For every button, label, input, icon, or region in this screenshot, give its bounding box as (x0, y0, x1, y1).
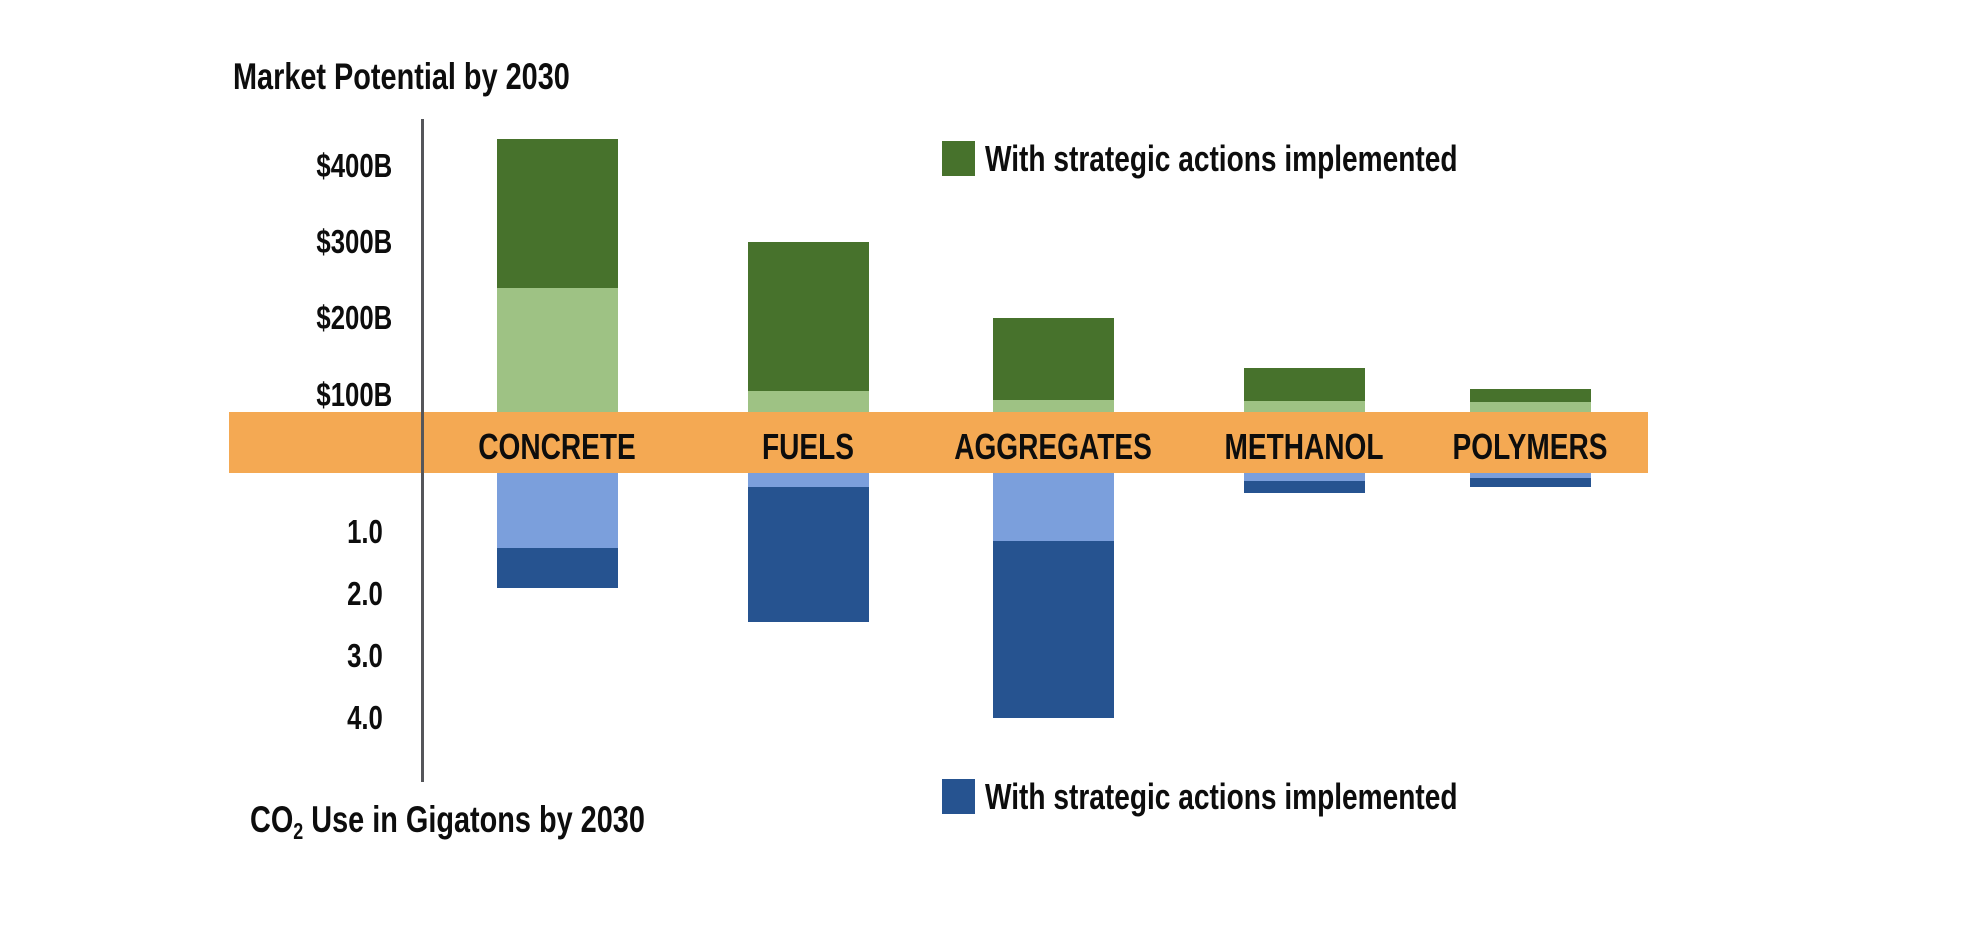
bar-segment-market-baseline-aggregates (992, 400, 1114, 412)
category-label-methanol: METHANOL (1224, 426, 1384, 467)
bar-segment-market-strategic-aggregates (992, 318, 1114, 401)
market-axis-tick-label: $300B (316, 223, 392, 261)
legend-green-swatch-icon (942, 141, 975, 176)
category-label-fuels: FUELS (761, 426, 855, 467)
bar-segment-co2-baseline-fuels (747, 473, 869, 487)
co2-axis-title-subscript: 2 (293, 818, 304, 845)
market-axis-tick-label: $400B (316, 146, 392, 184)
category-label-polymers: POLYMERS (1452, 426, 1608, 467)
bar-segment-co2-baseline-polymers (1469, 473, 1591, 479)
bar-segment-co2-strategic-methanol (1243, 481, 1365, 493)
bar-segment-market-baseline-fuels (747, 390, 869, 412)
bar-segment-market-strategic-methanol (1243, 367, 1365, 401)
category-band (229, 412, 1648, 473)
category-label-aggregates: AGGREGATES (954, 426, 1152, 467)
co2-axis-title-pre: CO (250, 798, 294, 840)
bar-segment-market-strategic-concrete (496, 139, 618, 288)
market-axis-tick-label: $100B (316, 375, 392, 413)
market-axis-tick-label: $200B (316, 299, 392, 337)
bar-segment-co2-baseline-methanol (1243, 473, 1365, 482)
bar-segment-co2-strategic-polymers (1469, 478, 1591, 487)
y-axis-line (421, 119, 424, 782)
co2-axis-title-post: Use in Gigatons by 2030 (303, 798, 645, 840)
bar-segment-co2-strategic-fuels (747, 486, 869, 622)
bar-segment-market-strategic-fuels (747, 242, 869, 391)
bar-segment-market-baseline-concrete (496, 287, 618, 412)
bar-segment-co2-baseline-concrete (496, 473, 618, 548)
bar-segment-market-baseline-methanol (1243, 400, 1365, 412)
legend-blue-swatch-icon (942, 779, 975, 814)
co2-axis-tick-label: 1.0 (347, 513, 383, 550)
legend-top-label: With strategic actions implemented (985, 138, 1458, 179)
co2-axis-title: CO2 Use in Gigatons by 2030 (250, 799, 645, 845)
bar-segment-co2-strategic-aggregates (992, 541, 1114, 718)
bar-segment-market-baseline-polymers (1469, 402, 1591, 412)
bar-segment-co2-strategic-concrete (496, 547, 618, 588)
chart-title: Market Potential by 2030 (233, 56, 570, 97)
co2-axis-tick-label: 3.0 (347, 637, 383, 674)
co2-axis-tick-label: 4.0 (347, 699, 383, 736)
bar-segment-co2-baseline-aggregates (992, 473, 1114, 542)
co2-axis-tick-label: 2.0 (347, 575, 383, 612)
category-label-concrete: CONCRETE (478, 426, 636, 467)
legend-bottom-label: With strategic actions implemented (985, 776, 1458, 817)
bar-segment-market-strategic-polymers (1469, 389, 1591, 403)
